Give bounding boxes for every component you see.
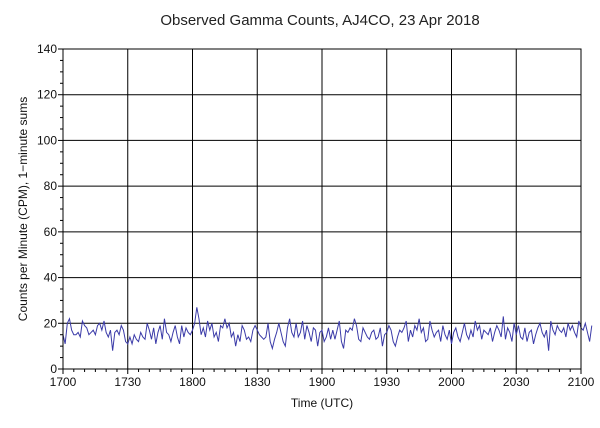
y-tick-label: 0 — [50, 362, 57, 376]
gamma-counts-series-line — [62, 307, 593, 351]
y-axis-ticks: 0 20 40 60 80 100 120 140 — [37, 42, 63, 376]
x-tick-label: 2000 — [438, 375, 465, 389]
grid-lines — [63, 49, 581, 369]
x-tick-label: 1730 — [114, 375, 141, 389]
y-tick-label: 140 — [37, 42, 57, 56]
y-tick-label: 20 — [44, 316, 58, 330]
x-tick-label: 1800 — [179, 375, 206, 389]
y-tick-label: 120 — [37, 88, 57, 102]
x-tick-label: 1900 — [309, 375, 336, 389]
x-axis-ticks: 1700 1730 1800 1830 1900 1930 2000 2030 2100 — [50, 369, 595, 389]
x-tick-label: 1700 — [50, 375, 77, 389]
x-tick-label: 1830 — [244, 375, 271, 389]
y-tick-label: 40 — [44, 271, 58, 285]
plot-frame — [62, 48, 582, 370]
chart-title: Observed Gamma Counts, AJ4CO, 23 Apr 201… — [160, 12, 479, 29]
x-tick-label: 2100 — [568, 375, 595, 389]
y-tick-label: 100 — [37, 133, 57, 147]
y-axis-label: Counts per Minute (CPM), 1−minute sums — [16, 97, 30, 321]
x-axis-label: Time (UTC) — [291, 396, 353, 410]
y-tick-label: 80 — [44, 179, 58, 193]
x-tick-label: 2030 — [503, 375, 530, 389]
x-tick-label: 1930 — [373, 375, 400, 389]
y-tick-label: 60 — [44, 225, 58, 239]
series-layer — [62, 307, 593, 351]
